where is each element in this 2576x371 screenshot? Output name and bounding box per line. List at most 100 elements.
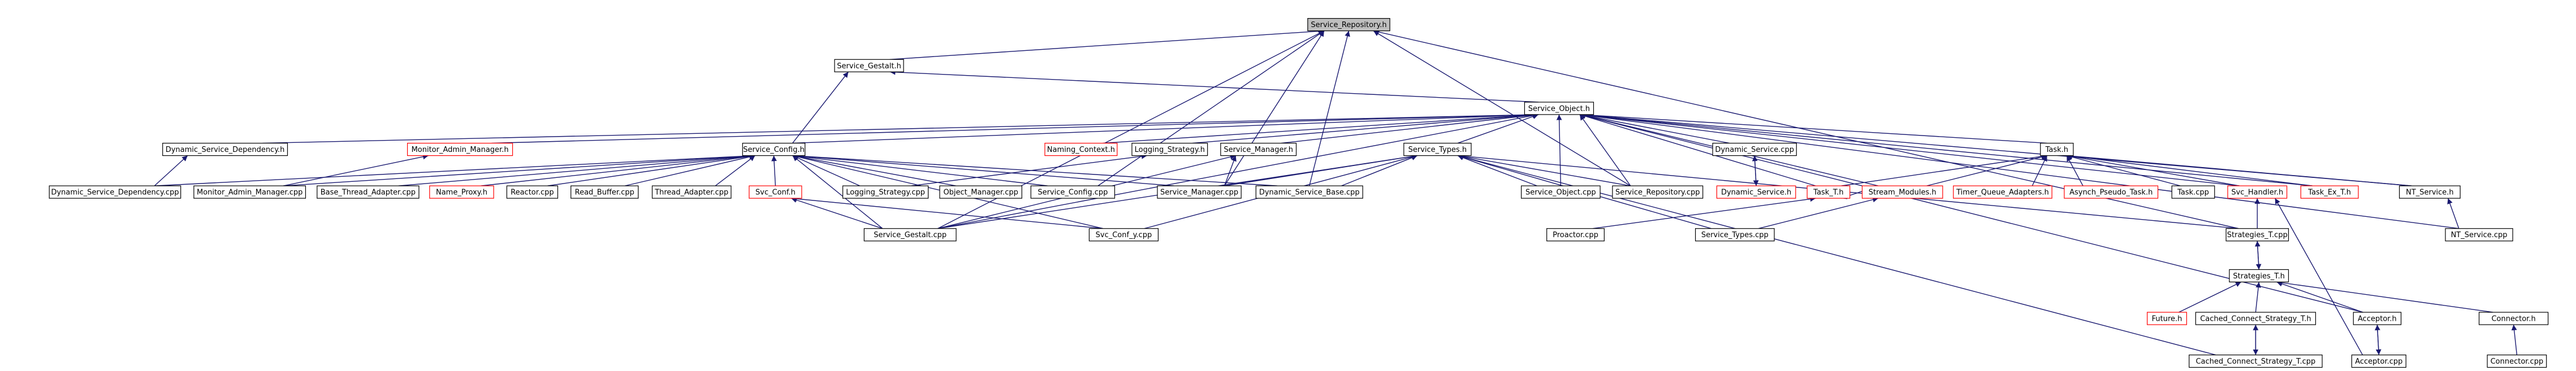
node: Object_Manager.cpp — [939, 185, 1022, 199]
node-box — [2040, 142, 2074, 156]
node-box — [1157, 185, 1242, 199]
edge — [1926, 154, 2047, 186]
node: Logging_Strategy.cpp — [842, 185, 929, 199]
node: NT_Service.h — [2399, 185, 2461, 199]
node-box — [1695, 228, 1775, 242]
node-box — [193, 185, 306, 199]
node-box — [1403, 142, 1472, 156]
node-label: Svc_Conf.h — [755, 189, 796, 197]
node-box — [2445, 228, 2513, 242]
edge — [792, 153, 1278, 186]
edge — [2066, 155, 2084, 186]
node: Dynamic_Service.h — [1716, 185, 1796, 199]
node-box — [2487, 354, 2547, 368]
node-label: Service_Object.cpp — [1525, 189, 1596, 197]
edge — [1758, 197, 1879, 229]
node-label: Service_Manager.h — [1224, 146, 1293, 154]
node-label: Task.cpp — [2177, 189, 2209, 197]
edge — [792, 155, 883, 229]
node: Task_T.h — [1806, 185, 1851, 199]
edge — [2067, 154, 2181, 186]
edge — [283, 154, 429, 186]
edge — [911, 153, 1147, 186]
node-label: Service_Gestalt.h — [837, 62, 901, 71]
node-label: Future.h — [2152, 315, 2182, 323]
node-label: Base_Thread_Adapter.cpp — [321, 189, 416, 197]
node-label: Stream_Modules.h — [1869, 189, 1937, 197]
edge — [1097, 30, 1325, 186]
edge — [1458, 154, 1631, 186]
edge — [2255, 282, 2262, 313]
edge — [1753, 155, 1759, 186]
node-box — [317, 185, 420, 199]
edge — [1309, 30, 1350, 186]
node-box — [2227, 185, 2288, 199]
node: Acceptor.h — [2353, 312, 2402, 325]
edge — [771, 155, 777, 186]
node-box — [1307, 18, 1390, 32]
node-box — [1131, 142, 1208, 156]
edge — [791, 197, 883, 229]
node-box — [651, 185, 732, 199]
edge — [1579, 113, 2363, 313]
node: Proactor.cpp — [1546, 228, 1605, 242]
node: Service_Config.cpp — [1030, 185, 1116, 199]
edge — [624, 154, 755, 186]
node: Base_Thread_Adapter.cpp — [317, 185, 420, 199]
node-box — [1806, 185, 1851, 199]
node-box — [1546, 228, 1605, 242]
node-box — [2189, 354, 2323, 368]
node-box — [2478, 312, 2549, 325]
node: Connector.h — [2478, 312, 2549, 325]
node: Connector.cpp — [2487, 354, 2547, 368]
node-box — [162, 142, 288, 156]
node-label: Service_Repository.cpp — [1615, 189, 1700, 197]
node-label: Connector.cpp — [2491, 357, 2544, 366]
node: Cached_Connect_Strategy_T.h — [2195, 312, 2316, 325]
edge — [2276, 281, 2363, 313]
node: Monitor_Admin_Manager.cpp — [193, 185, 306, 199]
edge — [1457, 154, 2216, 356]
node-box — [1088, 228, 1159, 242]
node-box — [2229, 269, 2289, 282]
node-box — [1220, 142, 1297, 156]
node-label: Cached_Connect_Strategy_T.cpp — [2195, 357, 2315, 366]
node-box — [2064, 185, 2159, 199]
node-label: Reactor.cpp — [511, 189, 554, 197]
node: Service_Config.h — [742, 142, 806, 156]
node-label: Dynamic_Service_Base.cpp — [1259, 189, 1360, 197]
edge — [792, 155, 861, 186]
node: Dynamic_Service_Dependency.cpp — [49, 185, 181, 199]
node: Svc_Handler.h — [2227, 185, 2288, 199]
node-box — [2399, 185, 2461, 199]
node: Service_Object.h — [1524, 102, 1594, 115]
node-label: Acceptor.cpp — [2355, 357, 2402, 366]
node-box — [49, 185, 181, 199]
node-label: Naming_Context.h — [1047, 146, 1115, 154]
node: Thread_Adapter.cpp — [651, 185, 732, 199]
node: Acceptor.cpp — [2351, 354, 2406, 368]
node-label: Asynch_Pseudo_Task.h — [2069, 189, 2153, 197]
edge — [1224, 30, 1325, 186]
node-box — [2351, 354, 2406, 368]
node: Timer_Queue_Adapters.h — [1953, 185, 2052, 199]
node-label: Strategies_T.h — [2233, 272, 2285, 281]
node-box — [2147, 312, 2187, 325]
node: Svc_Conf.h — [749, 185, 802, 199]
node-box — [939, 185, 1022, 199]
edge — [1103, 112, 1538, 144]
node: Task.h — [2040, 142, 2074, 156]
node-label: Connector.h — [2491, 315, 2535, 323]
node-label: Service_Config.cpp — [1038, 189, 1108, 197]
node-box — [1861, 185, 1943, 199]
node: Service_Types.h — [1403, 142, 1472, 156]
node-label: Service_Gestalt.cpp — [874, 231, 946, 239]
node: Monitor_Admin_Manager.h — [407, 142, 513, 156]
node: Strategies_T.cpp — [2225, 228, 2289, 242]
node-box — [2300, 185, 2359, 199]
edge — [2254, 241, 2261, 270]
edge — [154, 155, 188, 186]
node-box — [1953, 185, 2052, 199]
node-label: Task_Ex_T.h — [2307, 189, 2351, 197]
